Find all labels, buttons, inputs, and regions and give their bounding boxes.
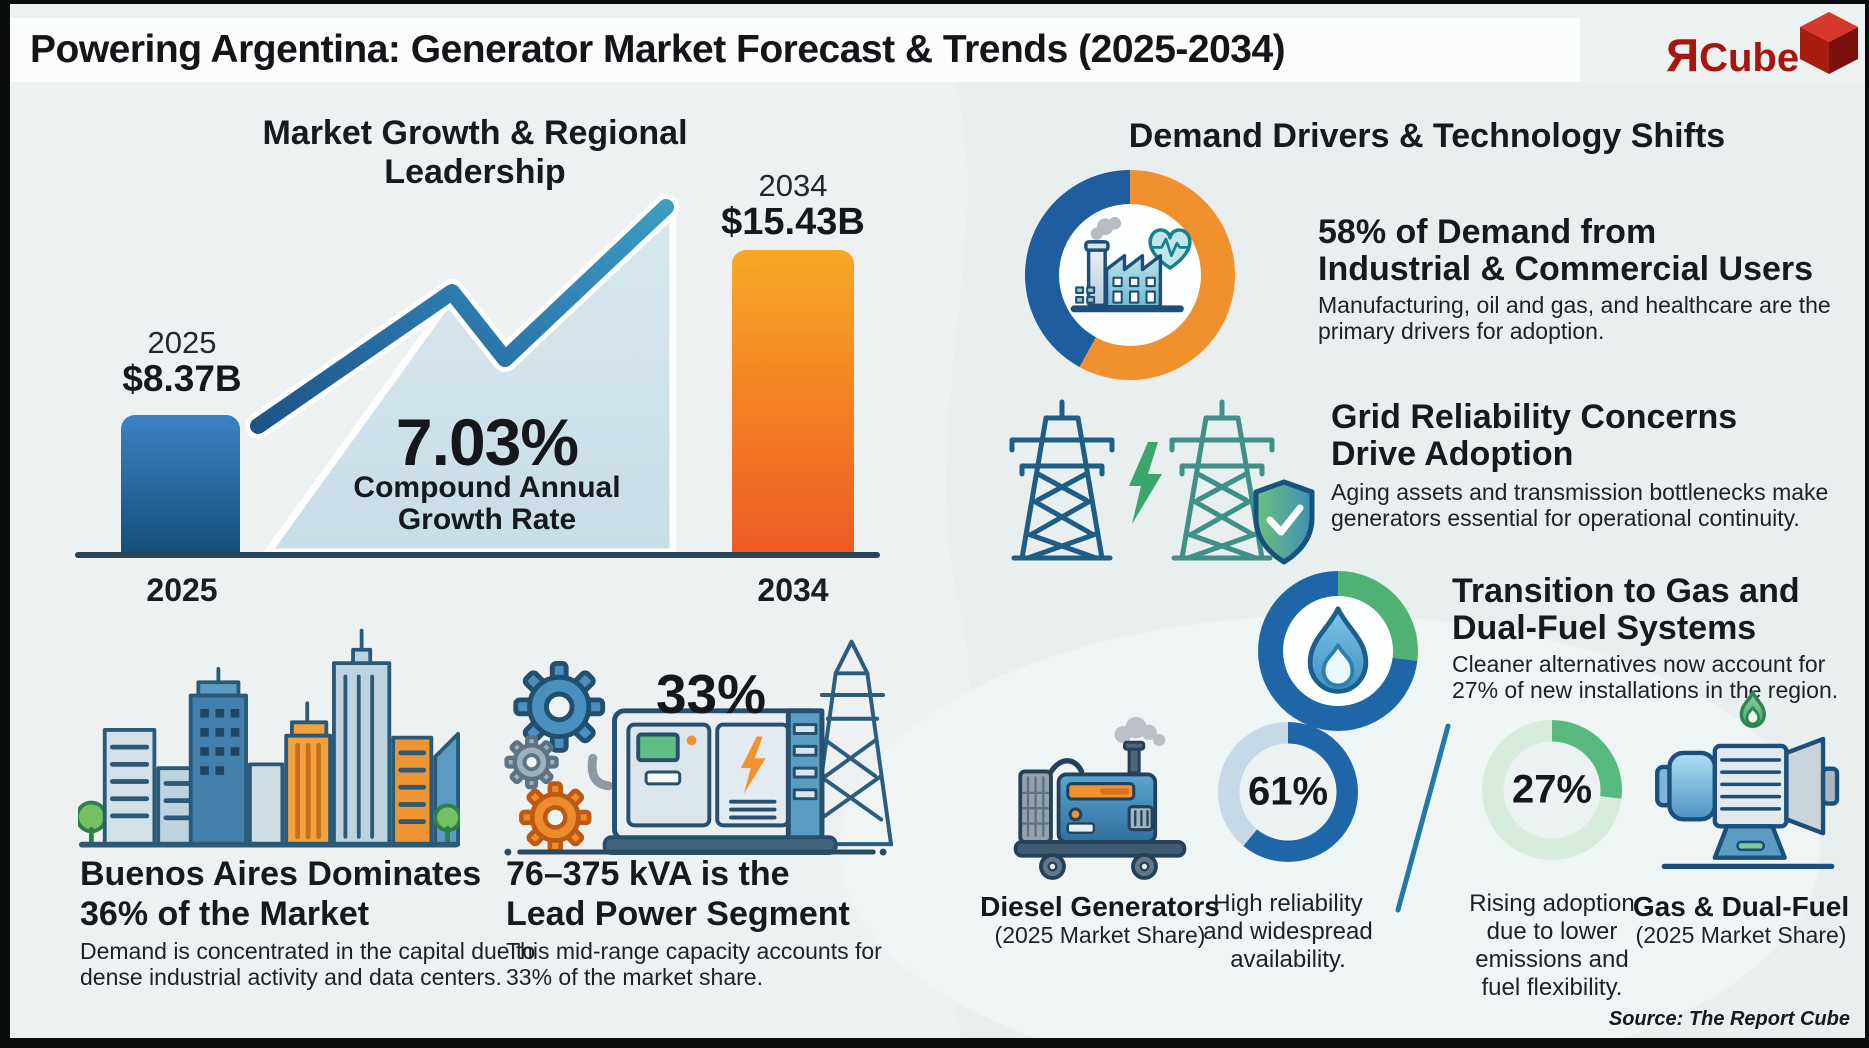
- buenos-aires-body-line1: Demand is concentrated in the capital du…: [80, 938, 536, 964]
- gas-transition-body-line1: Cleaner alternatives now account for: [1452, 651, 1826, 677]
- gas-dual-label: Gas & Dual-Fuel: [1632, 891, 1850, 922]
- factory-icon: [1070, 217, 1192, 313]
- buenos-aires-title-line2: 36% of the Market: [80, 895, 370, 933]
- bar-2034-value-label: $15.43B: [721, 201, 865, 243]
- gear-blue-icon: [513, 660, 606, 753]
- shield-check-icon: [1253, 479, 1315, 565]
- kva-stat: 33%: [655, 663, 767, 725]
- source-credit: Source: The Report Cube: [1608, 1008, 1850, 1030]
- bar-2034: [732, 250, 854, 555]
- gas-share-donut: 27%: [1482, 720, 1622, 860]
- trend-arrow-icon: [250, 199, 674, 434]
- cagr-label-line2: Growth Rate: [397, 503, 577, 536]
- gas-transition-body-line2: 27% of new installations in the region.: [1452, 677, 1839, 703]
- logo-r-glyph: Я: [1666, 29, 1700, 81]
- industrial-body-line2: primary drivers for adoption.: [1318, 318, 1605, 344]
- diagonal-divider: [1395, 723, 1451, 913]
- right-section-heading: Demand Drivers & Technology Shifts: [1128, 117, 1726, 155]
- gas-transition-donut: [1258, 571, 1418, 731]
- gas-body-line1: Rising adoption: [1469, 890, 1635, 917]
- bar-2034-year-label: 2034: [758, 168, 828, 203]
- kva-body-line1: This mid-range capacity accounts for: [506, 938, 882, 964]
- industrial-title-line2: Industrial & Commercial Users: [1318, 250, 1814, 288]
- diesel-body-line2: and widespread: [1203, 918, 1373, 945]
- diesel-body-line3: availability.: [1230, 946, 1346, 973]
- gas-dual-sublabel: (2025 Market Share): [1635, 922, 1847, 948]
- flame-icon: [1307, 606, 1369, 694]
- gear-orange-icon: [519, 781, 592, 854]
- grid-title-line1: Grid Reliability Concerns: [1331, 398, 1738, 436]
- diesel-body-line1: High reliability: [1213, 890, 1363, 917]
- green-flame-icon: [1739, 690, 1766, 728]
- diesel-share-donut: 61%: [1218, 722, 1358, 862]
- buenos-aires-body-line2: dense industrial activity and data cente…: [80, 964, 502, 990]
- bar-2025: [121, 415, 240, 555]
- grid-title-line2: Drive Adoption: [1331, 435, 1574, 473]
- kva-title-line1: 76–375 kVA is the: [506, 855, 790, 893]
- diesel-share-percent: 61%: [1247, 769, 1329, 814]
- cube-logo-icon: [1800, 12, 1858, 74]
- axis-label-2025: 2025: [146, 572, 218, 608]
- exhaust-smoke-icon: [1114, 716, 1166, 747]
- smoke-icon: [1090, 217, 1122, 240]
- diesel-sublabel: (2025 Market Share): [994, 922, 1206, 948]
- industrial-title-line1: 58% of Demand from: [1318, 213, 1657, 251]
- frame-left: [0, 0, 10, 1048]
- frame-right: [1865, 0, 1869, 1048]
- diesel-label: Diesel Generators: [980, 891, 1220, 922]
- cagr-label-line1: Compound Annual: [353, 471, 621, 504]
- cagr-value: 7.03%: [395, 405, 579, 479]
- city-skyline-icon: [78, 628, 460, 848]
- title-band: [10, 18, 1580, 82]
- kva-title-line2: Lead Power Segment: [506, 895, 850, 933]
- gas-body-line4: fuel flexibility.: [1481, 974, 1623, 1001]
- gas-body-line2: due to lower: [1486, 918, 1618, 945]
- bar-2025-value-label: $8.37B: [122, 358, 242, 399]
- gas-transition-title-line2: Dual-Fuel Systems: [1452, 609, 1757, 647]
- grid-body-line2: generators essential for operational con…: [1331, 505, 1800, 531]
- tower-blue-icon: [1009, 399, 1115, 561]
- lightning-bolt-icon: [1129, 442, 1162, 524]
- x-axis-line: [75, 552, 880, 558]
- buenos-aires-title-line1: Buenos Aires Dominates: [80, 855, 482, 893]
- gas-transition-title-line1: Transition to Gas and: [1452, 572, 1800, 610]
- frame-top: [0, 0, 1869, 4]
- gas-body: Rising adoption due to lower emissions a…: [1452, 890, 1652, 1002]
- industrial-demand-donut: [1025, 170, 1235, 380]
- bar-2025-year-label: 2025: [147, 325, 217, 360]
- grid-towers-icon: [1009, 399, 1315, 565]
- page-title: Powering Argentina: Generator Market For…: [30, 28, 1286, 71]
- generator-gears-icon: [504, 639, 893, 856]
- gas-share-percent: 27%: [1511, 767, 1593, 812]
- gas-turbine-icon: [1655, 690, 1840, 870]
- tower-green-icon: [1169, 399, 1275, 561]
- grid-body-line1: Aging assets and transmission bottleneck…: [1331, 479, 1829, 505]
- logo-cube-text: Cube: [1699, 36, 1800, 80]
- frame-bottom: [0, 1038, 1869, 1048]
- diesel-generator-icon: [1013, 716, 1187, 880]
- logo: ЯCube: [1666, 28, 1799, 82]
- kva-body-line2: 33% of the market share.: [506, 964, 763, 990]
- axis-label-2034: 2034: [757, 572, 829, 608]
- gear-gray-icon: [504, 735, 559, 790]
- industrial-body-line1: Manufacturing, oil and gas, and healthca…: [1318, 292, 1831, 318]
- left-section-heading: Market Growth & Regional Leadership: [262, 114, 688, 191]
- diesel-body: High reliability and widespread availabi…: [1188, 890, 1388, 974]
- gas-body-line3: emissions and: [1475, 946, 1629, 973]
